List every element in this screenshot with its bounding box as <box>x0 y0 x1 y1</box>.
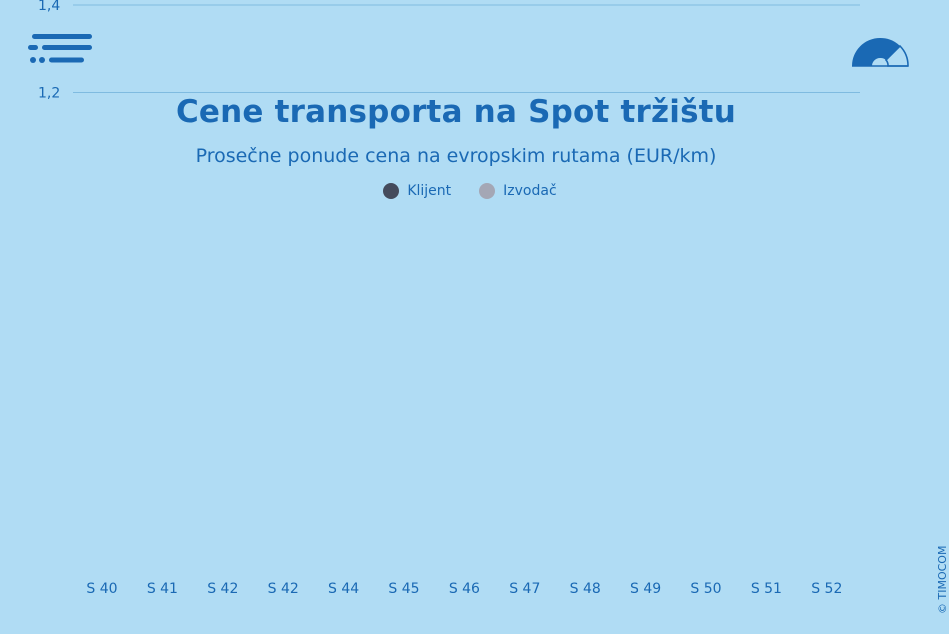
timocom-lines-logo <box>28 34 92 63</box>
legend-label-klijent: Klijent <box>407 183 452 199</box>
x-tick-label: S 51 <box>751 581 782 597</box>
x-tick-label: S 45 <box>388 581 419 597</box>
legend: Klijent Izvodač <box>0 183 940 199</box>
x-tick-label: S 41 <box>147 581 178 597</box>
chart-title: Cene transporta na Spot tržištu <box>175 94 737 130</box>
x-tick-label: S 40 <box>86 581 117 597</box>
x-tick-label: S 47 <box>509 581 540 597</box>
x-tick-label: S 50 <box>690 581 721 597</box>
x-tick-label: S 48 <box>570 581 601 597</box>
x-tick-label: S 49 <box>630 581 661 597</box>
y-tick-label: 1,4 <box>38 0 60 14</box>
x-tick-label: S 44 <box>328 581 359 597</box>
x-tick-label: S 42 <box>268 581 299 597</box>
x-axis-labels: S 40 S 41 S 42 S 42 S 44 S 45 S 46 S 47 S 48 S 49… <box>86 581 842 597</box>
credit-label: © TIMOCOM <box>936 545 949 614</box>
y-tick-label: 1,2 <box>38 86 60 102</box>
legend-dot-klijent <box>383 183 400 199</box>
gridlines <box>73 4 860 93</box>
x-tick-label: S 46 <box>449 581 480 597</box>
x-tick-label: S 52 <box>811 581 842 597</box>
chart-subtitle: Prosečne ponude cena na evropskim rutama… <box>195 145 717 167</box>
legend-label-izvodac: Izvodač <box>503 183 557 199</box>
x-tick-label: S 42 <box>207 581 238 597</box>
legend-item-klijent: Klijent <box>383 183 451 199</box>
legend-item-izvodac: Izvodač <box>479 183 557 199</box>
gauge-icon <box>852 37 909 67</box>
y-axis-labels: 1,21,41,61,8 <box>38 0 60 102</box>
legend-dot-izvodac <box>479 183 496 199</box>
